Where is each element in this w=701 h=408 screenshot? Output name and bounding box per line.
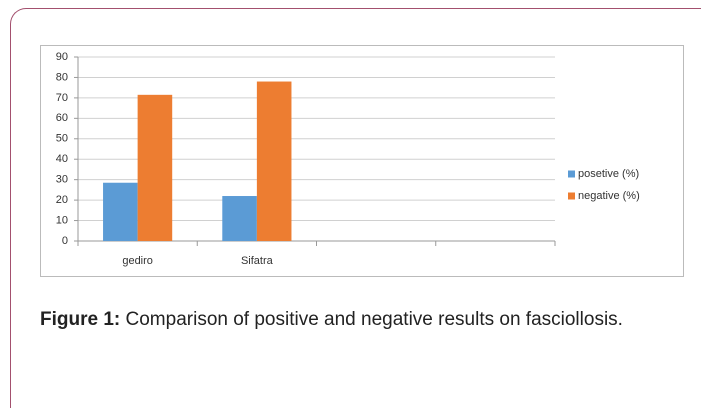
legend-label: posetive (%)	[578, 168, 639, 180]
chart: 0 10 20 30 40 50 60 70 80 90 gediro Sifatra posetive…	[40, 45, 684, 277]
caption: Figure 1: Comparison of positive and neg…	[40, 306, 640, 333]
bar	[137, 94, 173, 241]
y-tick-label: 50	[56, 133, 68, 145]
bar	[103, 182, 138, 241]
bar	[256, 81, 292, 242]
caption-label: Figure 1:	[40, 309, 121, 330]
x-tick-label: Sifatra	[241, 255, 274, 267]
y-tick-label: 70	[56, 92, 68, 104]
y-tick-label: 30	[56, 174, 68, 186]
chart-frame	[40, 45, 684, 277]
y-tick-label: 0	[62, 235, 68, 247]
y-tick-label: 90	[56, 51, 68, 63]
y-tick-label: 10	[56, 214, 68, 226]
bar	[222, 196, 257, 241]
y-tick-label: 40	[56, 153, 68, 165]
caption-text: Comparison of positive and negative resu…	[125, 309, 623, 330]
legend-label: negative (%)	[578, 190, 640, 202]
y-tick-label: 80	[56, 71, 68, 83]
legend-swatch	[568, 170, 575, 178]
figure-card	[10, 8, 701, 408]
y-tick-label: 60	[56, 112, 68, 124]
legend-swatch	[568, 192, 575, 200]
y-tick-label: 20	[56, 194, 68, 206]
x-tick-label: gediro	[122, 255, 153, 267]
